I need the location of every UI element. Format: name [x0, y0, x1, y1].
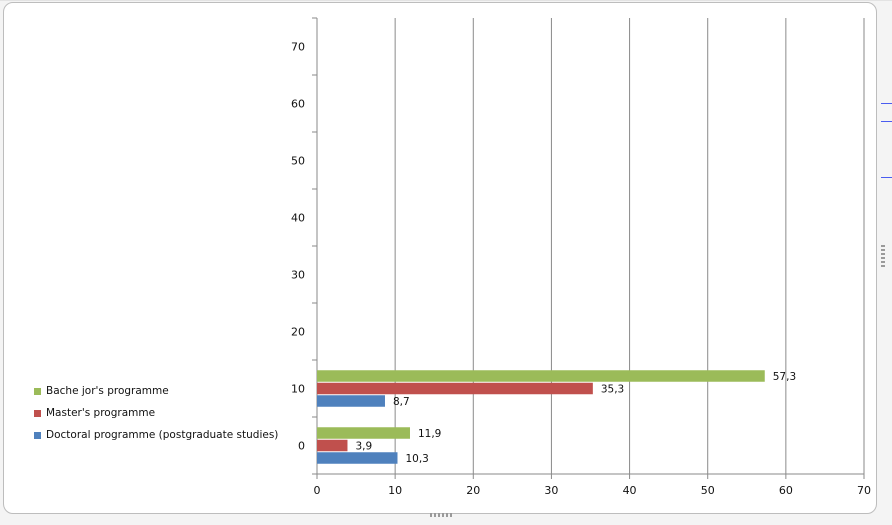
data-label: 10,3 [405, 453, 428, 465]
bar[interactable] [317, 395, 385, 407]
y-tick-label: 60 [291, 98, 305, 111]
bar[interactable] [317, 427, 410, 439]
y-tick-label: 30 [291, 269, 305, 282]
y-tick-label: 70 [291, 41, 305, 54]
x-tick-label: 60 [779, 484, 793, 497]
cell-border-mark [881, 103, 892, 104]
legend-swatch [34, 431, 41, 439]
legend-item: Doctoral programme (postgraduate studies… [34, 424, 278, 446]
cell-border-mark [881, 121, 892, 122]
data-label: 8,7 [393, 396, 410, 408]
y-tick-label: 0 [298, 440, 305, 453]
cell-border-mark [881, 177, 892, 178]
y-tick-label: 20 [291, 326, 305, 339]
x-tick-label: 30 [544, 484, 558, 497]
data-label: 11,9 [418, 428, 441, 440]
data-label: 57,3 [773, 371, 796, 383]
x-tick-label: 40 [623, 484, 637, 497]
x-tick-label: 20 [466, 484, 480, 497]
legend-label: Doctoral programme (postgraduate studies… [46, 429, 279, 441]
y-tick-label: 40 [291, 212, 305, 225]
legend-item: Bache jor's programme [34, 380, 278, 402]
legend-item: Master's programme [34, 402, 278, 424]
chart-area[interactable] [3, 2, 877, 514]
legend-swatch [34, 387, 41, 395]
bar[interactable] [317, 382, 593, 395]
legend-label: Bache jor's programme [46, 385, 169, 397]
data-label: 35,3 [601, 384, 624, 396]
legend: Bache jor's programme Master's programme D… [34, 380, 278, 446]
resize-handle-bottom[interactable] [430, 513, 452, 517]
x-tick-label: 70 [857, 484, 871, 497]
legend-swatch [34, 409, 41, 417]
bar[interactable] [317, 452, 398, 464]
bar[interactable] [317, 370, 765, 382]
x-tick-label: 10 [388, 484, 402, 497]
y-tick-label: 50 [291, 155, 305, 168]
legend-label: Master's programme [46, 407, 156, 419]
y-tick-label: 10 [291, 383, 305, 396]
data-label: 3,9 [355, 441, 372, 453]
x-tick-label: 0 [314, 484, 321, 497]
resize-handle-right[interactable] [881, 245, 885, 267]
x-tick-label: 50 [701, 484, 715, 497]
bar[interactable] [317, 439, 348, 452]
